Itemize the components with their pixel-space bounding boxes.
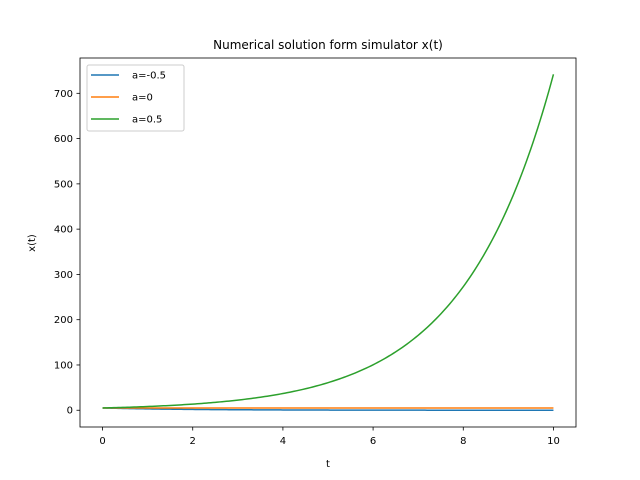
x-tick-label: 2 [190,436,196,447]
series-line-0 [102,407,554,411]
legend-box [86,64,185,132]
x-axis-ticks: 0 2 4 6 8 10 [99,427,560,447]
y-tick-label: 0 [67,406,73,417]
y-axis-label: x(t) [27,234,38,252]
y-axis-ticks: 0 100 200 300 400 500 600 700 [54,89,80,417]
x-tick-label: 4 [280,436,286,447]
y-tick-label: 600 [54,134,73,145]
y-tick-label: 100 [54,360,73,371]
x-axis-label: t [326,459,330,470]
y-tick-label: 700 [54,89,73,100]
legend-label-1: a=0 [132,93,153,104]
x-tick-label: 6 [370,436,376,447]
legend-label-0: a=-0.5 [132,71,166,82]
y-tick-label: 500 [54,179,73,190]
legend: a=-0.5 a=0 a=0.5 [86,64,185,132]
legend-label-2: a=0.5 [132,115,162,126]
x-tick-label: 8 [460,436,466,447]
series-line-2 [102,74,555,409]
plot-lines [102,74,555,411]
y-tick-label: 300 [54,270,73,281]
y-tick-label: 200 [54,315,73,326]
chart-title: Numerical solution form simulator x(t) [213,38,443,52]
x-tick-label: 0 [99,436,105,447]
y-tick-label: 400 [54,225,73,236]
x-tick-label: 10 [547,436,560,447]
axes-frame [79,57,577,428]
